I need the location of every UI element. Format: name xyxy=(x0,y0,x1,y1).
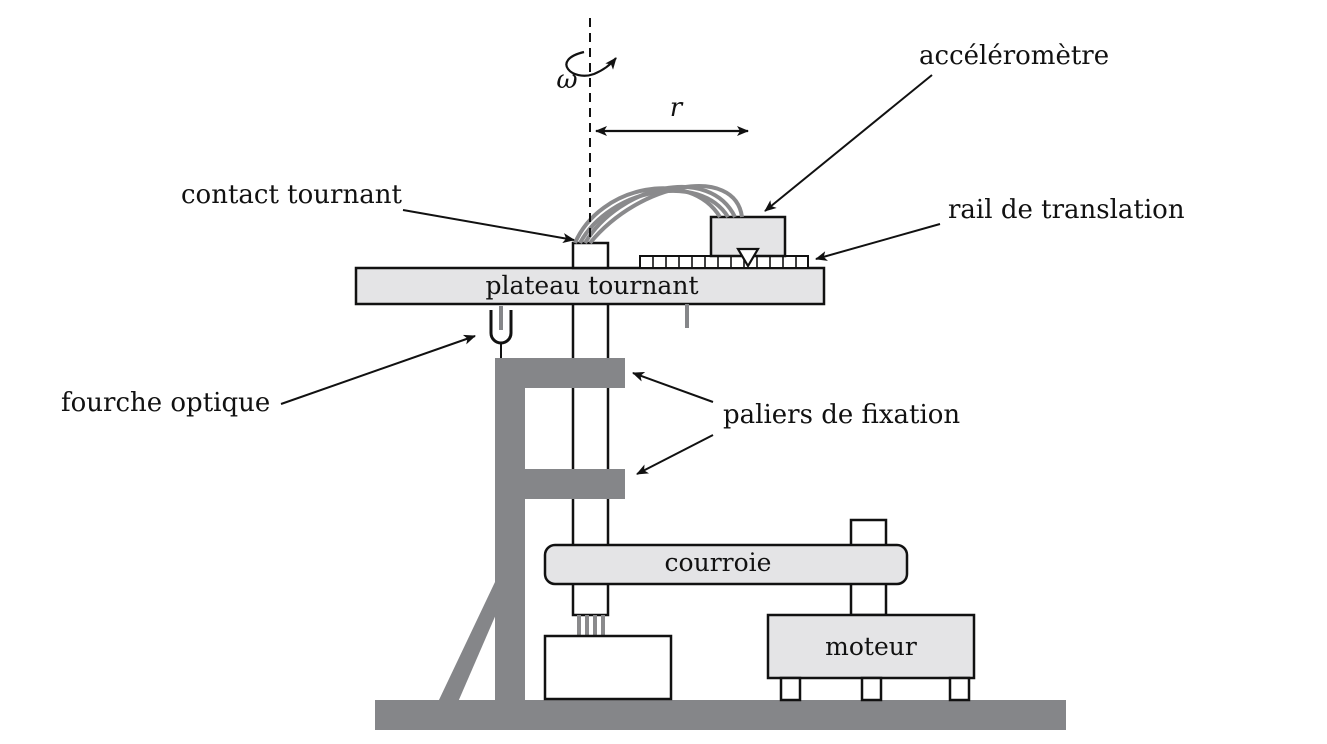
translation-rail-label: rail de translation xyxy=(948,195,1185,225)
electronics-box xyxy=(543,634,673,701)
lower-bearing-cover xyxy=(495,469,625,499)
optical-fork-leader xyxy=(280,334,476,405)
translation-rail xyxy=(639,255,809,269)
upper-bearing-leader xyxy=(632,372,714,403)
bottom-cables xyxy=(577,615,605,636)
mounting-bearings-label: paliers de fixation xyxy=(723,400,960,430)
accelerometer-leader xyxy=(764,74,933,212)
turntable-label: plateau tournant xyxy=(485,271,698,300)
rotating-contact-leader xyxy=(402,209,575,244)
upper-bearing-cover xyxy=(495,358,625,388)
rotating-contact xyxy=(571,241,610,270)
frame-vertical-post xyxy=(495,358,525,702)
base-plate xyxy=(375,700,1066,730)
frame-diagonal-brace xyxy=(438,582,497,702)
omega-symbol: ω xyxy=(556,65,577,95)
translation-rail-leader xyxy=(815,223,941,261)
optical-fork xyxy=(489,306,513,358)
lower-bearing-leader xyxy=(636,434,714,475)
position-marker-triangle xyxy=(736,247,760,269)
optical-fork-label: fourche optique xyxy=(61,388,270,418)
motor-feet xyxy=(779,676,971,702)
motor-shaft-bottom xyxy=(849,581,888,617)
turntable xyxy=(354,266,826,306)
sensor-cables xyxy=(573,184,744,245)
radius-symbol: r xyxy=(670,93,684,123)
rotating-contact-label: contact tournant xyxy=(181,180,402,210)
accelerometer-label: accéléromètre xyxy=(919,41,1109,71)
motor-label: moteur xyxy=(825,632,917,661)
motor-shaft-top xyxy=(849,518,888,548)
rotation-arrow xyxy=(565,50,617,77)
belt-label: courroie xyxy=(665,548,772,577)
belt xyxy=(543,543,909,586)
